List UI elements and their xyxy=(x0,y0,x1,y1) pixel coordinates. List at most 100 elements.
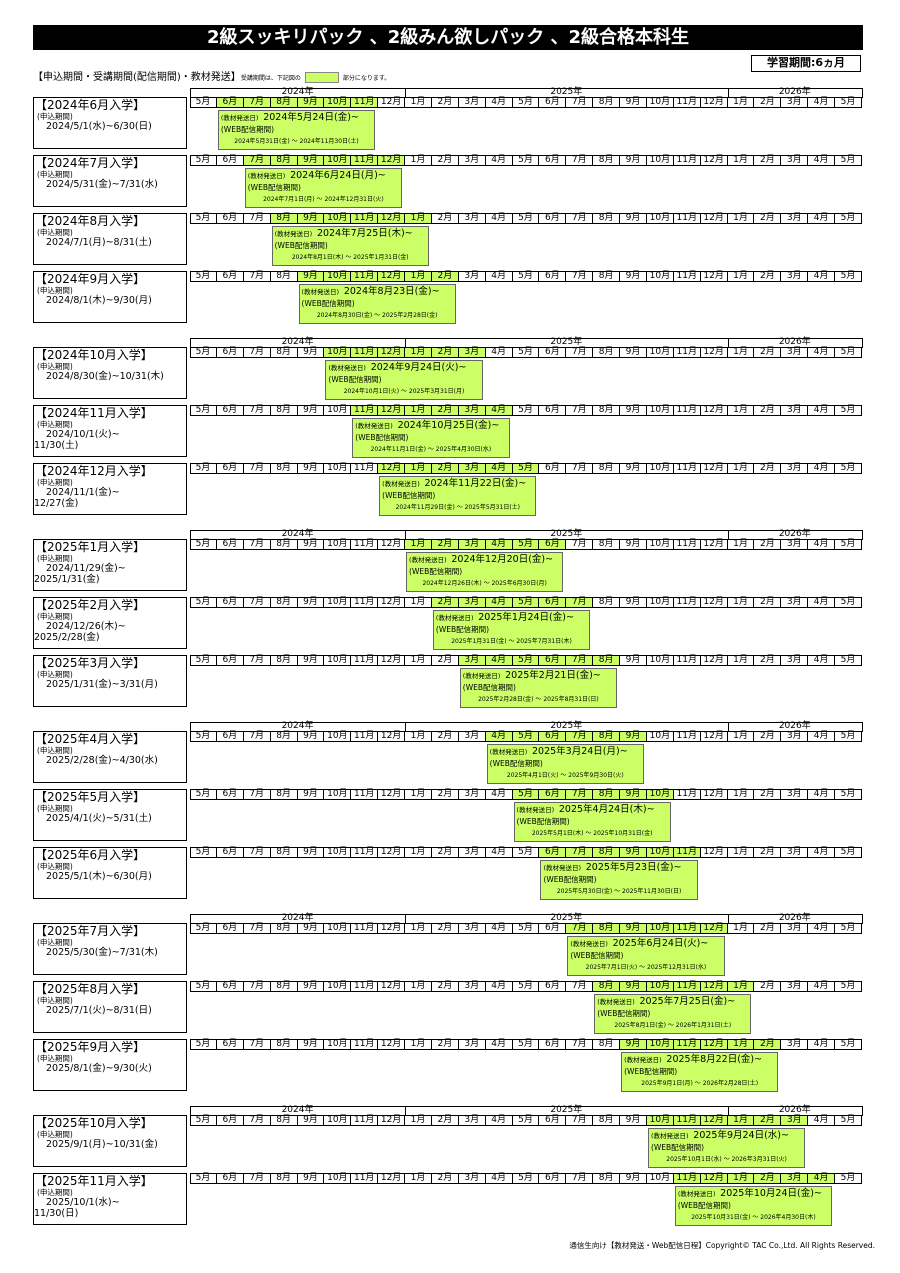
month-cell: 10月 xyxy=(324,347,352,358)
month-cell: 11月 xyxy=(673,463,701,474)
ship-date: 2024年11月22日(金)~ xyxy=(424,478,527,489)
month-cell: 3月 xyxy=(458,347,486,358)
period-box: (教材発送日) 2025年8月22日(金)~ (WEB配信期間) 2025年9月1日… xyxy=(621,1052,779,1092)
month-cell: 4月 xyxy=(808,981,836,992)
month-cell: 8月 xyxy=(270,347,298,358)
period-box: (教材発送日) 2025年3月24日(月)~ (WEB配信期間) 2025年4月1日… xyxy=(486,744,644,784)
entry-title: 【2024年6月入学】 xyxy=(35,98,146,112)
month-cell: 3月 xyxy=(781,655,809,666)
month-cell: 5月 xyxy=(512,347,540,358)
month-cell: 2月 xyxy=(431,789,459,800)
month-cell: 10月 xyxy=(324,655,352,666)
month-cell: 2月 xyxy=(431,655,459,666)
apply-label: (申込期間) xyxy=(37,938,73,947)
year-separator xyxy=(862,1106,863,1116)
year-separator xyxy=(862,88,863,98)
month-cell: 9月 xyxy=(620,97,647,108)
month-cell: 8月 xyxy=(270,789,298,800)
month-cell: 7月 xyxy=(566,789,594,800)
strip-left-edge xyxy=(190,539,191,550)
period-box: (教材発送日) 2025年4月24日(木)~ (WEB配信期間) 2025年5月1日… xyxy=(513,802,671,842)
month-cell: 2月 xyxy=(431,271,459,282)
web-period: 2024年7月1日(月) ～ 2024年12月31日(火) xyxy=(263,196,384,203)
ship-date: 2024年10月25日(金)~ xyxy=(397,420,500,431)
apply-period: 2025/2/28(金) xyxy=(34,632,100,643)
ship-line: (教材発送日) 2025年2月21日(金)~ xyxy=(461,669,616,683)
month-cell: 5月 xyxy=(190,1039,217,1050)
month-cell: 2月 xyxy=(431,847,459,858)
year-line xyxy=(190,338,862,339)
month-cell: 10月 xyxy=(324,463,352,474)
strip-left-edge xyxy=(190,1039,191,1050)
month-cell: 7月 xyxy=(566,731,594,742)
month-cell: 6月 xyxy=(216,923,244,934)
period-box: (教材発送日) 2024年7月25日(木)~ (WEB配信期間) 2024年8月1日… xyxy=(271,226,429,266)
month-cell: 1月 xyxy=(727,155,755,166)
year-separator xyxy=(190,88,191,98)
month-cell: 9月 xyxy=(297,463,325,474)
month-cell: 6月 xyxy=(216,731,244,742)
apply-period: 2024/8/1(木)~9/30(月) xyxy=(46,295,152,306)
month-cell: 3月 xyxy=(458,1115,486,1126)
month-cell: 3月 xyxy=(458,405,486,416)
month-cell: 9月 xyxy=(620,271,647,282)
month-cell: 7月 xyxy=(566,405,594,416)
month-cell: 10月 xyxy=(646,213,674,224)
month-cell: 3月 xyxy=(781,981,809,992)
month-cell: 8月 xyxy=(270,731,298,742)
month-cell: 8月 xyxy=(270,213,298,224)
month-cell: 3月 xyxy=(458,1173,486,1184)
apply-period: 2024/8/30(金)~10/31(木) xyxy=(46,371,164,382)
apply-period: 2024/12/26(木)~ xyxy=(46,621,126,632)
ship-date: 2024年9月24日(火)~ xyxy=(370,362,467,373)
ship-label: (教材発送日) xyxy=(435,614,474,622)
web-label: (WEB配信期間) xyxy=(409,567,463,576)
month-cell: 6月 xyxy=(539,539,567,550)
month-cell: 3月 xyxy=(458,1039,486,1050)
study-period-badge: 学習期間:6ヵ月 xyxy=(751,55,861,72)
month-cell: 11月 xyxy=(673,981,701,992)
month-cell: 8月 xyxy=(270,597,298,608)
year-label: 2026年 xyxy=(778,1105,811,1115)
apply-period: 2025/1/31(金) xyxy=(34,574,100,585)
month-cell: 10月 xyxy=(324,1173,352,1184)
month-cell: 8月 xyxy=(593,655,621,666)
month-cell: 1月 xyxy=(405,981,432,992)
month-cell: 6月 xyxy=(539,271,567,282)
month-cell: 3月 xyxy=(458,731,486,742)
ship-line: (教材発送日) 2025年1月24日(金)~ xyxy=(434,611,589,625)
web-label: (WEB配信期間) xyxy=(543,875,597,884)
month-cell: 8月 xyxy=(270,155,298,166)
month-cell: 2月 xyxy=(754,981,782,992)
apply-label: (申込期間) xyxy=(37,170,73,179)
month-cell: 3月 xyxy=(458,597,486,608)
month-cell: 12月 xyxy=(700,597,728,608)
month-cell: 9月 xyxy=(297,789,325,800)
month-cell: 4月 xyxy=(808,789,836,800)
month-cell: 9月 xyxy=(620,923,647,934)
month-cell: 3月 xyxy=(781,97,809,108)
month-cell: 2月 xyxy=(431,597,459,608)
web-label: (WEB配信期間) xyxy=(650,1143,705,1152)
month-cell: 7月 xyxy=(243,1115,271,1126)
ship-date: 2024年12月20日(金)~ xyxy=(451,554,554,565)
month-cell: 10月 xyxy=(324,789,352,800)
month-cell: 10月 xyxy=(324,155,352,166)
month-cell: 4月 xyxy=(485,1115,513,1126)
month-cell: 4月 xyxy=(485,271,513,282)
ship-label: (教材発送日) xyxy=(677,1190,716,1198)
month-cell: 5月 xyxy=(835,981,862,992)
month-cell: 9月 xyxy=(620,539,647,550)
month-cell: 1月 xyxy=(727,731,755,742)
month-cell: 3月 xyxy=(781,463,809,474)
month-cell: 4月 xyxy=(808,847,836,858)
month-cell: 11月 xyxy=(673,155,701,166)
apply-period: 2025/4/1(火)~5/31(土) xyxy=(46,813,152,824)
period-box: (教材発送日) 2024年5月24日(金)~ (WEB配信期間) 2024年5月31… xyxy=(217,110,376,150)
month-cell: 9月 xyxy=(620,463,647,474)
entry-title: 【2025年1月入学】 xyxy=(35,540,146,554)
month-cell: 11月 xyxy=(673,1115,701,1126)
web-label: (WEB配信期間) xyxy=(462,683,516,692)
month-cell: 9月 xyxy=(297,923,325,934)
strip-left-edge xyxy=(190,271,191,282)
